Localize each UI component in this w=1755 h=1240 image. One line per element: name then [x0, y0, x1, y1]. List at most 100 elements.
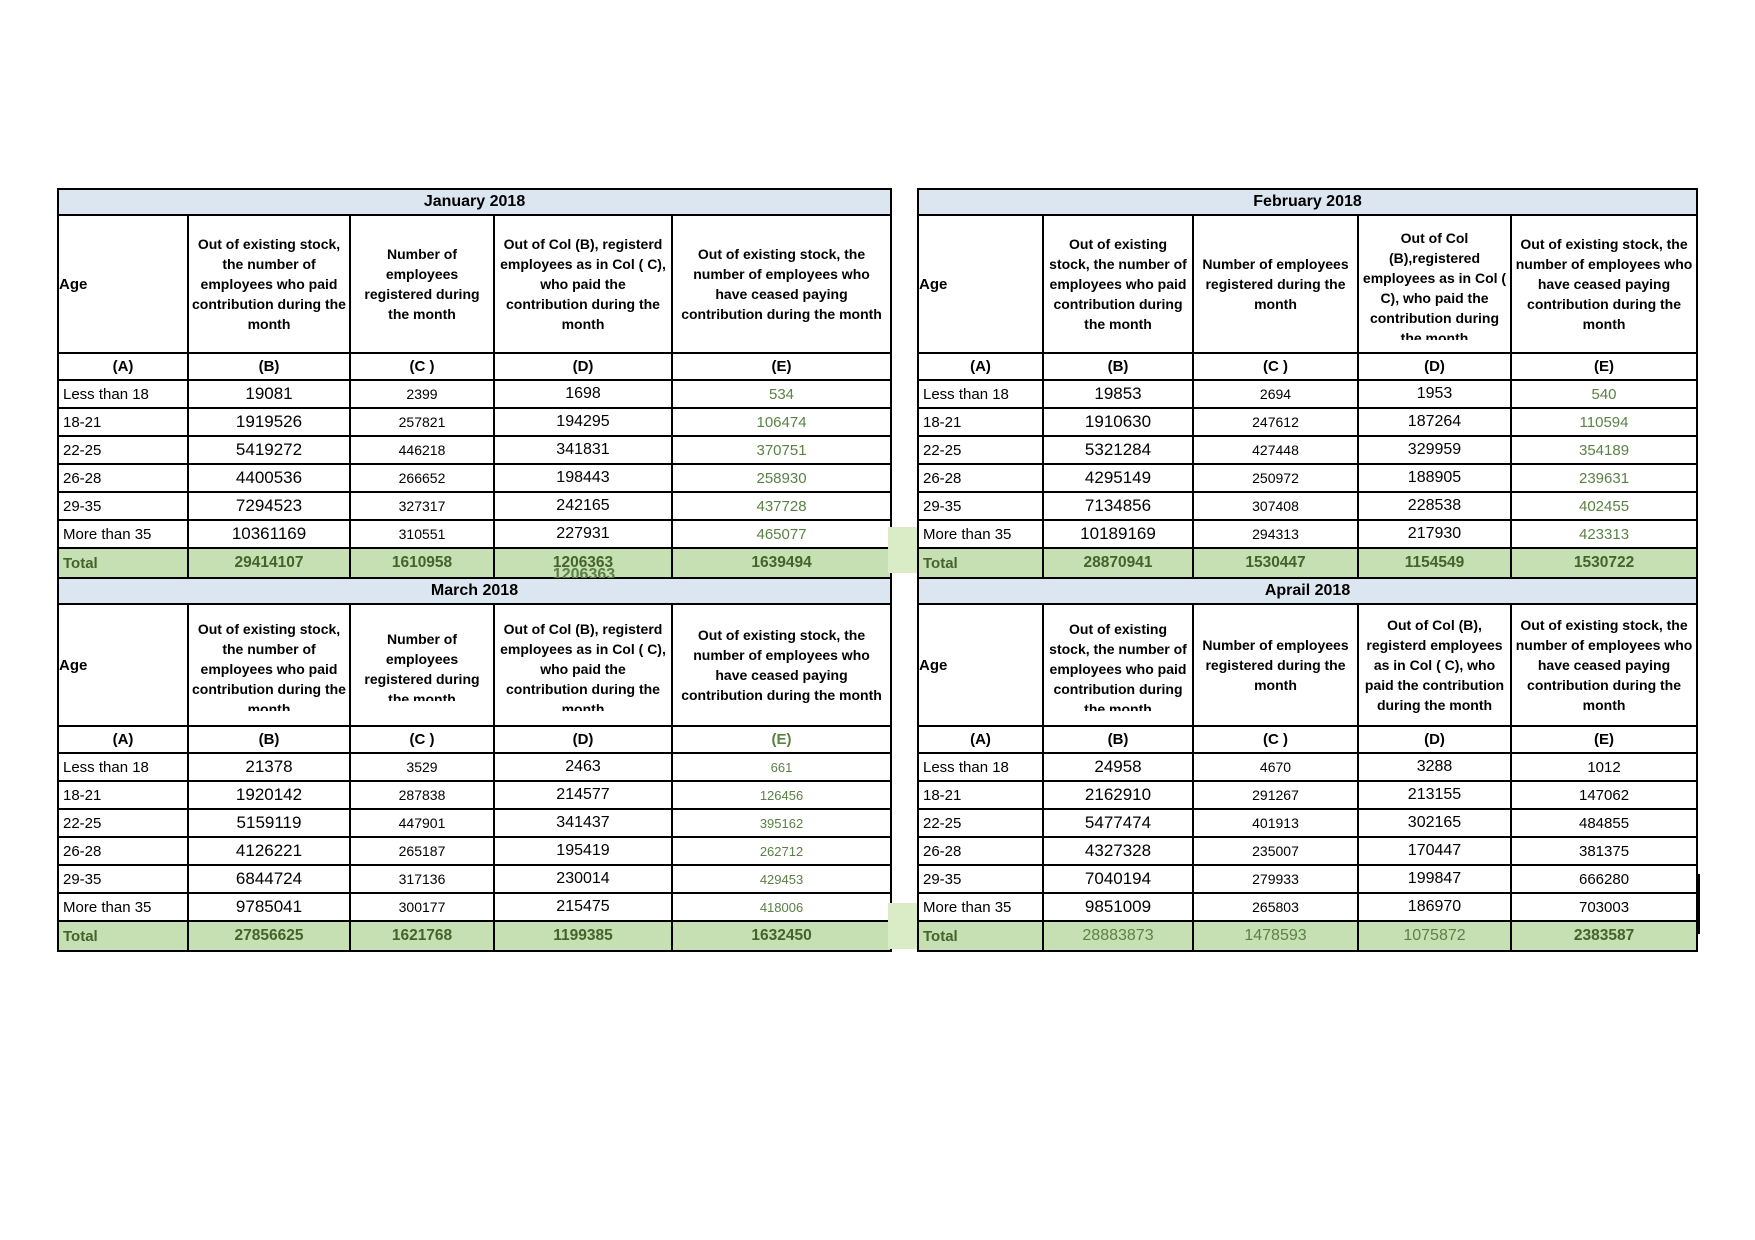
header-text-wrapper: Out of existing stock, the number of emp…	[1513, 234, 1695, 334]
header-text-wrapper: Number of employees registered during th…	[1195, 254, 1356, 314]
cell-d: 195419	[493, 836, 673, 866]
cell-b: 1910630	[1042, 407, 1194, 437]
cell-e: 465077	[670, 519, 893, 549]
column-header-c: Number of employees registered during th…	[349, 603, 495, 727]
column-header-c: Number of employees registered during th…	[1192, 214, 1359, 354]
table-row: More than 35 9851009 265803 186970 703003	[917, 892, 1699, 922]
cell-c: 287838	[349, 780, 495, 810]
column-letters-row: (A) (B) (C ) (D) (E)	[57, 352, 893, 381]
table-row: Less than 18 24958 4670 3288 1012	[917, 752, 1699, 782]
table-edge-border-mark	[1697, 874, 1700, 934]
table-title-row: March 2018	[56, 577, 893, 605]
header-text-wrapper: Number of employees registered during th…	[352, 244, 492, 324]
table-title: February 2018	[916, 188, 1699, 216]
header-text-wrapper: Out of existing stock, the number of emp…	[190, 234, 348, 334]
table-row: 26-28 4400536 266652 198443 258930	[57, 463, 893, 493]
table-row: More than 35 10361169 310551 227931 465077	[57, 519, 893, 549]
table-title-row: February 2018	[916, 188, 1699, 216]
table-row: 18-21 1920142 287838 214577 126456	[57, 780, 893, 810]
total-cell-c: 1610958	[349, 547, 495, 579]
green-gap-artifact-bottom	[888, 903, 917, 949]
cell-e: 147062	[1509, 780, 1699, 810]
cell-c: 291267	[1192, 780, 1359, 810]
cell-b: 2162910	[1042, 780, 1194, 810]
cell-c: 317136	[349, 864, 495, 894]
total-cell-b: 28870941	[1042, 547, 1194, 579]
column-letter-e: (E)	[1509, 725, 1699, 754]
cell-c: 294313	[1192, 519, 1359, 549]
cell-e: 126456	[670, 780, 893, 810]
data-table: March 2018 Age Out of existing stock, the …	[56, 577, 893, 952]
column-letter-e: (E)	[670, 725, 893, 754]
cell-b: 5159119	[187, 808, 351, 838]
cell-age: 29-35	[57, 864, 189, 894]
table-row: 18-21 2162910 291267 213155 147062	[917, 780, 1699, 810]
header-text-wrapper: Out of existing stock, the number of emp…	[190, 619, 348, 711]
total-cell-c: 1621768	[349, 920, 495, 952]
total-cell-d: 1206363	[493, 547, 673, 579]
cell-age: 29-35	[917, 864, 1044, 894]
column-header-age: Age	[917, 603, 1044, 727]
total-row: Total 27856625 1621768 1199385 1632450	[57, 920, 893, 952]
cell-d: 188905	[1357, 463, 1512, 493]
cell-b: 7040194	[1042, 864, 1194, 894]
green-gap-artifact-top	[888, 527, 917, 573]
cell-d: 2463	[493, 752, 673, 782]
header-text-wrapper: Out of existing stock, the number of emp…	[674, 244, 889, 324]
table-title: March 2018	[56, 577, 893, 605]
table-row: More than 35 9785041 300177 215475 418006	[57, 892, 893, 922]
cell-e: 429453	[670, 864, 893, 894]
header-text: Out of Col (B), registerd employees as i…	[500, 621, 666, 711]
column-header-age: Age	[57, 214, 189, 354]
cell-d: 3288	[1357, 752, 1512, 782]
total-cell-e: 1639494	[670, 547, 893, 579]
cell-age: 22-25	[917, 435, 1044, 465]
table-row: Less than 18 19081 2399 1698 534	[57, 379, 893, 409]
table-row: 18-21 1919526 257821 194295 106474	[57, 407, 893, 437]
cell-b: 5419272	[187, 435, 351, 465]
cell-d: 194295	[493, 407, 673, 437]
header-text-wrapper: Out of Col (B), registerd employees as i…	[496, 619, 670, 711]
cell-c: 401913	[1192, 808, 1359, 838]
column-letter-c: (C )	[349, 725, 495, 754]
table-row: 29-35 6844724 317136 230014 429453	[57, 864, 893, 894]
cell-age: 22-25	[57, 808, 189, 838]
cell-d: 228538	[1357, 491, 1512, 521]
column-letter-b: (B)	[187, 352, 351, 381]
cell-d: 199847	[1357, 864, 1512, 894]
cell-age: More than 35	[57, 892, 189, 922]
cell-age: 18-21	[917, 407, 1044, 437]
column-header-b: Out of existing stock, the number of emp…	[187, 603, 351, 727]
column-letter-b: (B)	[1042, 725, 1194, 754]
cell-b: 4295149	[1042, 463, 1194, 493]
column-header-e: Out of existing stock, the number of emp…	[670, 214, 893, 354]
cell-d: 186970	[1357, 892, 1512, 922]
cell-e: 258930	[670, 463, 893, 493]
cell-b: 10189169	[1042, 519, 1194, 549]
cell-b: 1919526	[187, 407, 351, 437]
header-text: Out of existing stock, the number of emp…	[1515, 236, 1693, 332]
header-text-wrapper: Out of Col (B),registered employees as i…	[1360, 228, 1509, 340]
table-row: 22-25 5321284 427448 329959 354189	[917, 435, 1699, 465]
column-header-d: Out of Col (B),registered employees as i…	[1357, 214, 1512, 354]
cell-e: 402455	[1509, 491, 1699, 521]
column-letters-row: (A) (B) (C ) (D) (E)	[917, 725, 1699, 754]
cell-c: 265803	[1192, 892, 1359, 922]
cell-b: 5321284	[1042, 435, 1194, 465]
cell-age: 18-21	[57, 780, 189, 810]
column-letter-age: (A)	[917, 352, 1044, 381]
cell-c: 327317	[349, 491, 495, 521]
cell-e: 423313	[1509, 519, 1699, 549]
cell-e: 437728	[670, 491, 893, 521]
table-row: 29-35 7134856 307408 228538 402455	[917, 491, 1699, 521]
cell-c: 447901	[349, 808, 495, 838]
month-table-march-2018: March 2018 Age Out of existing stock, the …	[56, 577, 893, 952]
table-header-row: Age Out of existing stock, the number of …	[57, 214, 893, 354]
cell-e: 370751	[670, 435, 893, 465]
cell-e: 239631	[1509, 463, 1699, 493]
total-cell-d: 1154549	[1357, 547, 1512, 579]
total-cell-e: 1632450	[670, 920, 893, 952]
cell-e: 395162	[670, 808, 893, 838]
table-title-row: Aprail 2018	[916, 577, 1699, 605]
cell-age: 22-25	[57, 435, 189, 465]
